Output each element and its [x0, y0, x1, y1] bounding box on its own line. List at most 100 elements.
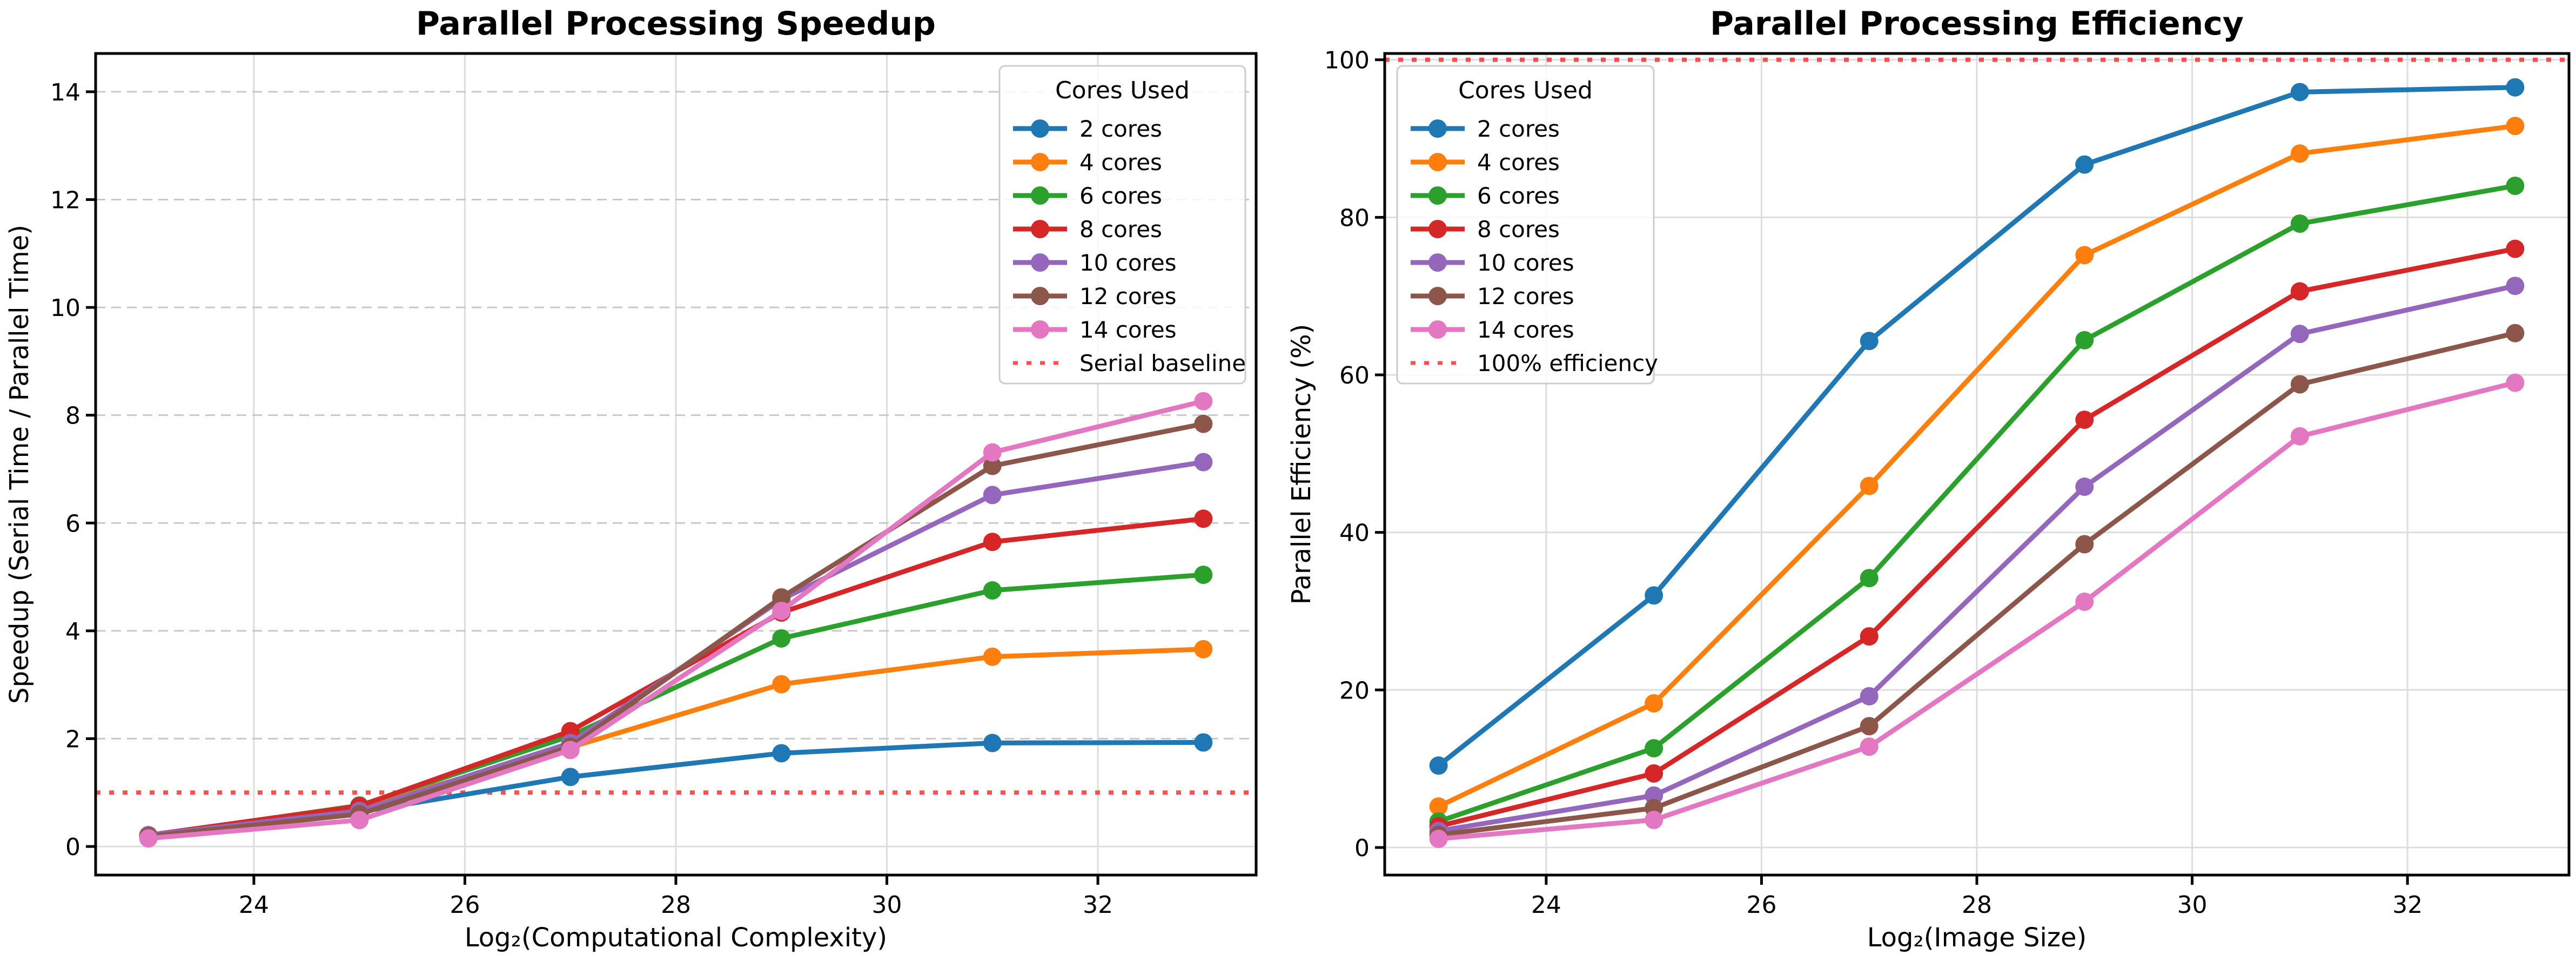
marker-12-cores [2075, 535, 2094, 554]
legend-item-14-cores: 14 cores [1013, 317, 1177, 343]
marker-4-cores [1645, 694, 1663, 713]
marker-14-cores [2290, 427, 2309, 446]
marker-8-cores [983, 533, 1002, 552]
marker-2-cores [1860, 332, 1879, 351]
series-line-10-cores [1436, 283, 2518, 833]
legend-item-serial-baseline: Serial baseline [1013, 350, 1246, 376]
x-axis-label: Log₂(Computational Complexity) [465, 923, 887, 953]
legend-item-6-cores: 6 cores [1411, 183, 1560, 209]
legend-marker [1428, 253, 1447, 272]
marker-8-cores [1194, 509, 1213, 528]
y-axis-label: Speedup (Serial Time / Parallel Time) [4, 225, 35, 704]
chart-title: Parallel Processing Efficiency [1710, 5, 2244, 43]
marker-14-cores [1429, 829, 1448, 848]
legend: Cores Used 2 cores 4 cores 6 cores 8 cores 10… [998, 65, 1246, 385]
legend-label: 2 cores [1477, 116, 1560, 142]
marker-10-cores [1645, 786, 1663, 805]
marker-12-cores [772, 588, 791, 607]
marker-2-cores [2506, 78, 2525, 97]
x-tick-label: 26 [450, 891, 480, 919]
x-tick-label: 24 [239, 891, 269, 919]
marker-12-cores [2506, 324, 2525, 342]
x-tick-label: 24 [1531, 891, 1561, 919]
legend-label: 14 cores [1477, 317, 1574, 343]
legend-item-6-cores: 6 cores [1013, 183, 1162, 209]
chart-title: Parallel Processing Speedup [416, 5, 936, 43]
marker-10-cores [2290, 325, 2309, 344]
y-tick-label: 0 [65, 833, 81, 861]
marker-14-cores [2506, 373, 2525, 392]
marker-4-cores [772, 675, 791, 694]
legend-title: Cores Used [1458, 77, 1593, 104]
legend-marker [1428, 220, 1447, 238]
marker-2-cores [2290, 83, 2309, 102]
marker-10-cores [2506, 277, 2525, 295]
marker-6-cores [2075, 331, 2094, 349]
marker-2-cores [2075, 155, 2094, 174]
series-line-8-cores [1436, 246, 2518, 829]
legend-label: 100% efficiency [1477, 350, 1658, 376]
legend-label: 10 cores [1079, 250, 1177, 276]
marker-4-cores [2506, 117, 2525, 136]
legend-label: 12 cores [1477, 283, 1574, 310]
marker-6-cores [1645, 739, 1663, 758]
marker-2-cores [1194, 733, 1213, 752]
legend-label: 2 cores [1079, 116, 1162, 142]
y-tick-label: 20 [1339, 677, 1370, 704]
marker-14-cores [561, 741, 580, 759]
y-tick-label: 0 [1354, 835, 1370, 862]
legend-marker [1031, 320, 1049, 339]
legend-label: 4 cores [1079, 149, 1162, 176]
y-tick-label: 4 [65, 618, 81, 645]
series-line-4-cores [1436, 123, 2518, 809]
marker-8-cores [2290, 282, 2309, 301]
x-tick-label: 32 [1083, 891, 1113, 919]
y-tick-label: 80 [1339, 204, 1370, 232]
marker-10-cores [983, 486, 1002, 505]
legend-label: 4 cores [1477, 149, 1560, 176]
legend-marker [1031, 153, 1049, 171]
legend-label: 12 cores [1079, 283, 1177, 310]
marker-4-cores [2290, 144, 2309, 163]
legend-label: Serial baseline [1079, 350, 1246, 376]
y-tick-label: 6 [65, 510, 81, 537]
marker-8-cores [1860, 627, 1879, 646]
y-axis-label: Parallel Efficiency (%) [1286, 324, 1317, 605]
marker-8-cores [2075, 411, 2094, 429]
legend-item-4-cores: 4 cores [1411, 149, 1560, 176]
legend-box [1396, 65, 1655, 385]
legend-marker [1031, 253, 1049, 272]
marker-8-cores [2506, 239, 2525, 258]
legend-label: 10 cores [1477, 250, 1574, 276]
marker-2-cores [983, 734, 1002, 752]
marker-14-cores [1860, 737, 1879, 756]
series-line-14-cores [1436, 380, 2518, 842]
marker-14-cores [1194, 392, 1213, 411]
legend-marker [1428, 153, 1447, 171]
x-tick-label: 28 [1962, 891, 1992, 919]
x-axis-label: Log₂(Image Size) [1867, 923, 2087, 953]
x-tick-label: 32 [2392, 891, 2423, 919]
marker-12-cores [1194, 414, 1213, 433]
legend-marker [1031, 186, 1049, 205]
x-tick-label: 26 [1746, 891, 1776, 919]
legend-item-10-cores: 10 cores [1411, 250, 1574, 276]
x-tick-label: 30 [2177, 891, 2208, 919]
legend-item-12-cores: 12 cores [1013, 283, 1177, 310]
marker-10-cores [2075, 478, 2094, 496]
legend-box [998, 65, 1246, 385]
legend-item-12-cores: 12 cores [1411, 283, 1574, 310]
marker-10-cores [1860, 687, 1879, 705]
series-line-12-cores [1436, 331, 2518, 838]
marker-14-cores [2075, 592, 2094, 611]
y-tick-label: 2 [65, 725, 81, 753]
y-tick-label: 14 [50, 79, 81, 106]
x-tick-label: 28 [661, 891, 691, 919]
marker-14-cores [772, 601, 791, 620]
marker-6-cores [983, 581, 1002, 600]
legend-label: 8 cores [1079, 216, 1162, 243]
legend-item-2-cores: 2 cores [1411, 116, 1560, 142]
series-line-6-cores [1436, 183, 2518, 824]
y-tick-label: 100 [1324, 47, 1370, 75]
